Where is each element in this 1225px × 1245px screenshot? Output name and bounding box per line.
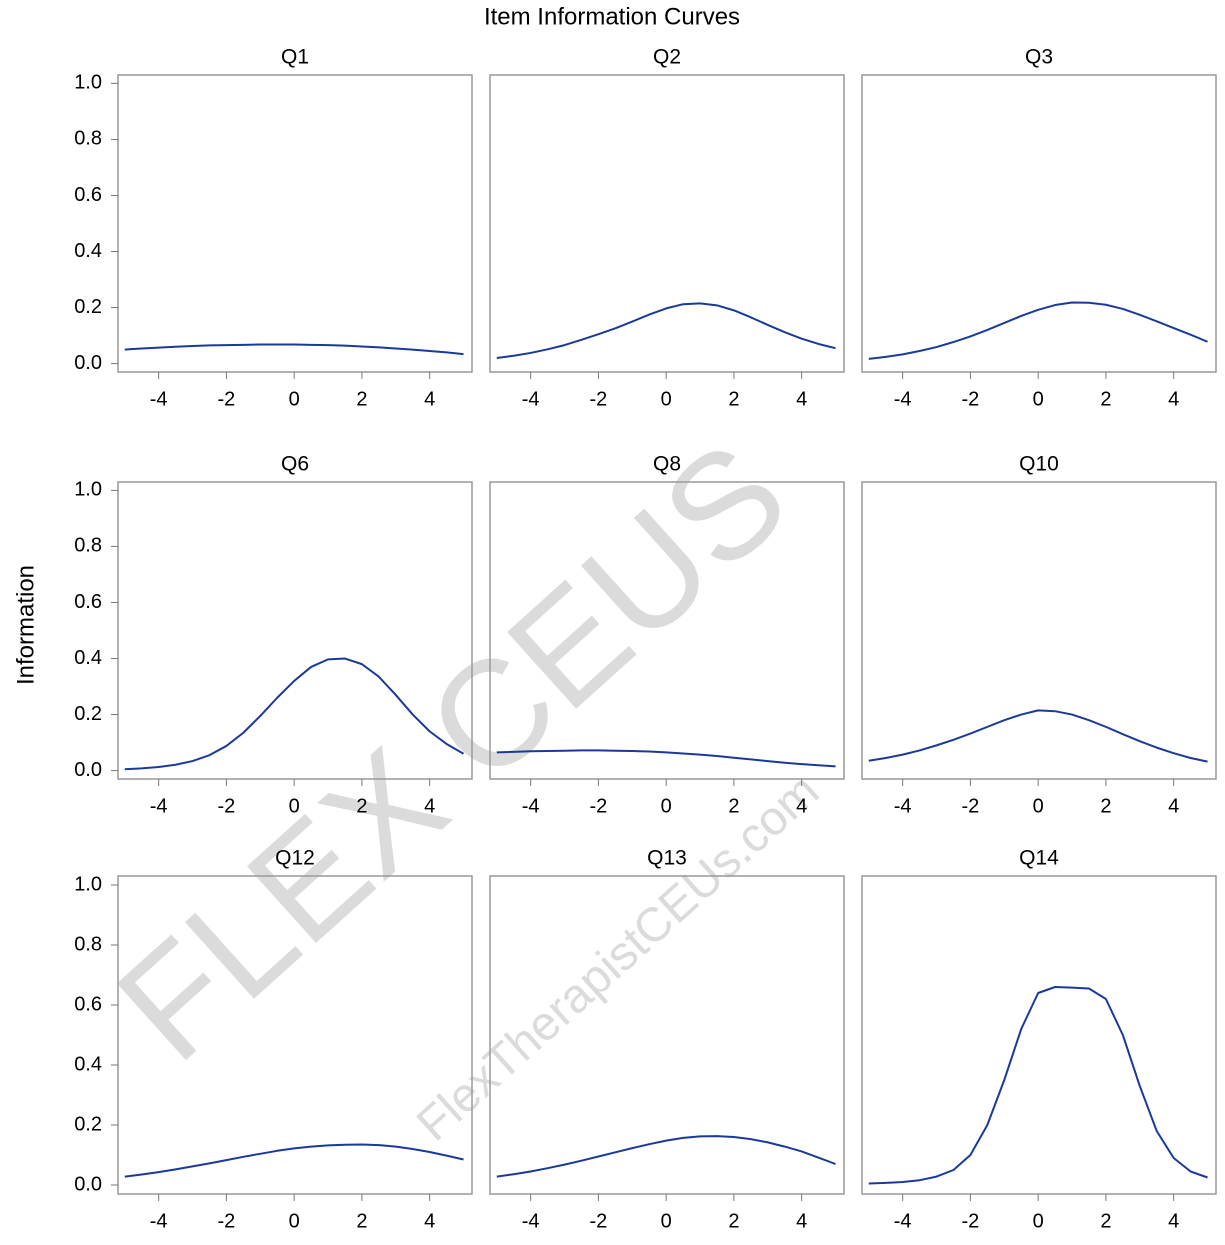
x-tick-label: 2	[1100, 388, 1111, 410]
curve	[496, 749, 836, 768]
x-tick-label: -2	[962, 388, 980, 410]
x-tick-label: -2	[218, 388, 236, 410]
x-tick-label: 4	[424, 795, 435, 817]
x-tick-label: 4	[1168, 795, 1179, 817]
panel-title: Q8	[653, 453, 681, 476]
y-tick-label: 0.4	[74, 1053, 102, 1075]
curve	[868, 301, 1208, 360]
x-tick-label: -2	[962, 1210, 980, 1232]
y-tick-label: 0.6	[74, 591, 102, 613]
x-tick-label: 4	[796, 795, 807, 817]
x-tick-label: 4	[424, 388, 435, 410]
x-tick-label: 4	[1168, 1210, 1179, 1232]
plot-frame	[861, 74, 1217, 373]
x-tick-label: 2	[356, 795, 367, 817]
curve	[496, 302, 836, 359]
curve	[868, 709, 1208, 763]
y-tick-label: 0.0	[74, 352, 102, 374]
panel-title: Q14	[1019, 847, 1059, 870]
x-tick-label: 2	[1100, 1210, 1111, 1232]
x-tick-label: -2	[590, 1210, 608, 1232]
x-tick-label: -4	[894, 388, 912, 410]
x-tick-label: -4	[150, 1210, 168, 1232]
x-tick-label: 0	[1033, 795, 1044, 817]
y-tick-label: 0.6	[74, 993, 102, 1015]
plot-frame	[861, 875, 1217, 1195]
y-tick-label: 0.4	[74, 647, 102, 669]
x-tick-label: 4	[796, 388, 807, 410]
curve	[496, 1135, 836, 1178]
x-tick-label: 4	[796, 1210, 807, 1232]
plot-frame	[117, 74, 473, 373]
x-tick-label: -4	[522, 795, 540, 817]
y-tick-label: 0.0	[74, 759, 102, 781]
curve	[124, 657, 465, 771]
chart-title: Item Information Curves	[484, 3, 740, 30]
x-tick-label: -2	[218, 795, 236, 817]
y-tick-label: 0.8	[74, 128, 102, 150]
x-tick-label: 2	[356, 1210, 367, 1232]
y-tick-label: 0.2	[74, 703, 102, 725]
y-tick-label: 0.2	[74, 1113, 102, 1135]
y-tick-label: 0.0	[74, 1173, 102, 1195]
y-tick-label: 0.8	[74, 535, 102, 557]
watermark: FLEX CEUS FlexTherapistCEUs.com	[86, 409, 829, 1151]
plot-frame	[117, 481, 473, 780]
x-tick-label: -2	[962, 795, 980, 817]
y-tick-label: 0.8	[74, 933, 102, 955]
x-tick-label: -4	[894, 1210, 912, 1232]
curve	[124, 1143, 464, 1178]
y-tick-label: 1.0	[74, 479, 102, 501]
x-tick-label: -2	[218, 1210, 236, 1232]
plot-frame	[489, 74, 845, 373]
curve	[124, 343, 464, 356]
panel-title: Q6	[281, 453, 309, 476]
y-tick-label: 1.0	[74, 72, 102, 94]
y-tick-label: 0.2	[74, 296, 102, 318]
y-tick-label: 1.0	[74, 873, 102, 895]
x-tick-label: -4	[150, 388, 168, 410]
x-tick-label: 4	[1168, 388, 1179, 410]
x-tick-label: -4	[522, 1210, 540, 1232]
x-tick-label: -2	[590, 388, 608, 410]
x-tick-label: 0	[661, 795, 672, 817]
panel-title: Q12	[275, 847, 315, 870]
x-tick-label: 4	[424, 1210, 435, 1232]
panel-title: Q10	[1019, 453, 1059, 476]
panel-title: Q3	[1025, 46, 1053, 69]
x-tick-label: 2	[728, 1210, 739, 1232]
x-tick-label: 0	[289, 388, 300, 410]
x-tick-label: 2	[1100, 795, 1111, 817]
plot-frame	[489, 481, 845, 780]
x-tick-label: 2	[728, 795, 739, 817]
x-tick-label: 0	[661, 1210, 672, 1232]
curve	[868, 986, 1208, 1185]
x-tick-label: 0	[289, 795, 300, 817]
x-tick-label: 0	[289, 1210, 300, 1232]
panel-title: Q2	[653, 46, 681, 69]
panel-title: Q1	[281, 46, 309, 69]
y-tick-label: 0.4	[74, 240, 102, 262]
panel-title: Q13	[647, 847, 687, 870]
x-tick-label: -2	[590, 795, 608, 817]
plot-frame	[489, 875, 845, 1195]
watermark-brand: FLEX CEUS	[86, 409, 818, 1092]
x-tick-label: 0	[661, 388, 672, 410]
x-tick-label: 0	[1033, 388, 1044, 410]
y-tick-label: 0.6	[74, 184, 102, 206]
x-tick-label: 0	[1033, 1210, 1044, 1232]
x-tick-label: 2	[356, 388, 367, 410]
x-tick-label: -4	[522, 388, 540, 410]
plot-frame	[117, 875, 473, 1195]
x-tick-label: -4	[894, 795, 912, 817]
y-axis-label: Information	[12, 565, 39, 685]
x-tick-label: -4	[150, 795, 168, 817]
plot-frame	[861, 481, 1217, 780]
x-tick-label: 2	[728, 388, 739, 410]
